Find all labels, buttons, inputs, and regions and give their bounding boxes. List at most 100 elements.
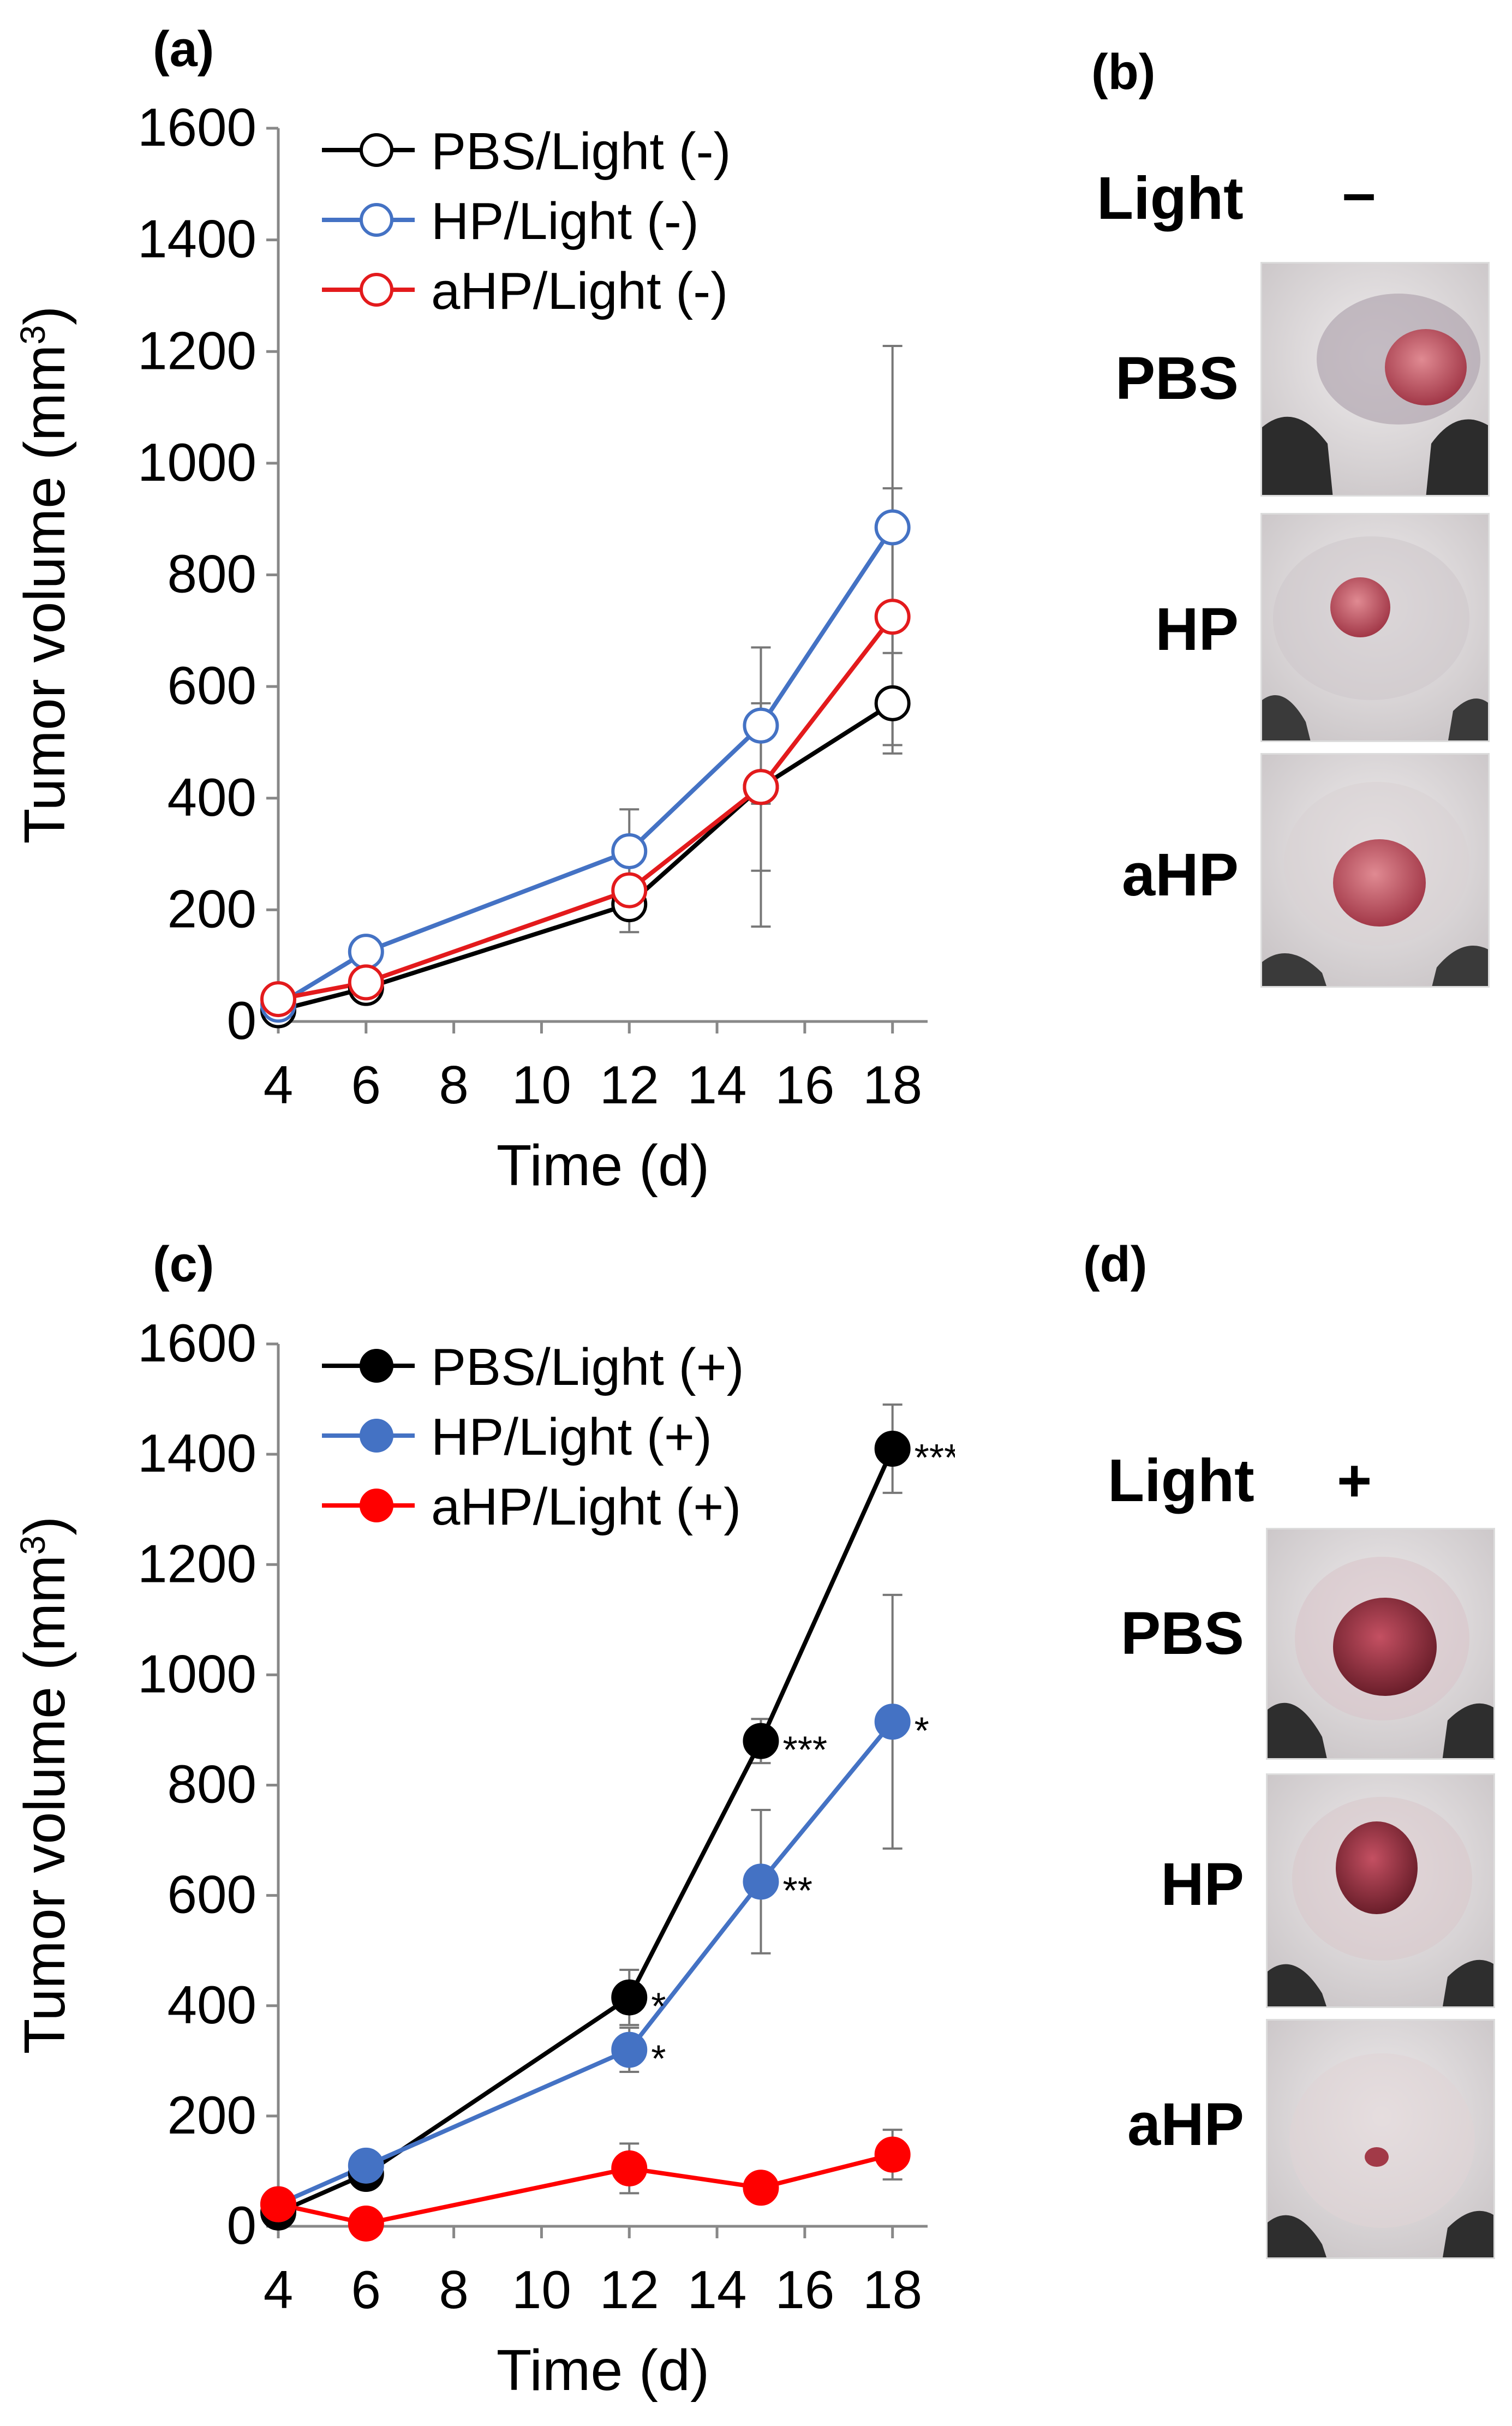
data-point [611, 1979, 648, 2016]
y-tick-label: 1200 [138, 320, 256, 380]
photo-pbs-light-off [1260, 262, 1490, 497]
significance-label: *** [782, 1729, 827, 1771]
x-tick-label: 18 [863, 1055, 922, 1115]
x-tick-label: 14 [688, 1055, 747, 1115]
data-point [348, 2205, 384, 2242]
chart-a: 0 200 400 600 800 1000 1200 1400 1600 4 6 8 10 12 14 16… [13, 97, 928, 1198]
legend-marker [360, 133, 393, 167]
data-point [874, 1431, 911, 1467]
photo-ahp-light-off [1260, 753, 1490, 988]
data-point [874, 1704, 911, 1740]
significance-label: * [651, 1985, 666, 2028]
legend-marker [360, 1489, 393, 1522]
legend-label: HP/Light (+) [431, 1408, 712, 1466]
x-tick-label: 8 [439, 2260, 469, 2320]
light-state: – [1342, 159, 1376, 226]
data-point [743, 769, 779, 805]
data-point [260, 2186, 296, 2222]
legend-marker [360, 203, 393, 237]
y-tick-label: 1600 [138, 1313, 256, 1373]
x-axis-label: Time (d) [497, 2338, 710, 2403]
x-tick-label: 6 [351, 2260, 381, 2320]
x-tick-label: 12 [600, 1055, 659, 1115]
y-tick-label: 200 [167, 2085, 256, 2145]
panel-label-d: (d) [1083, 1236, 1148, 1292]
y-tick-label: 1600 [138, 97, 256, 157]
data-point [743, 1723, 779, 1759]
data-point [348, 2147, 384, 2184]
chart-c: 0 200 400 600 800 1000 1200 1400 1600 4 6 8 10 12 14 16… [13, 1313, 955, 2403]
x-tick-label: 10 [512, 2260, 571, 2320]
y-tick-label: 0 [226, 2195, 256, 2255]
series-line [277, 1720, 894, 2207]
light-label: Light [1108, 1447, 1254, 1514]
legend-label: aHP/Light (+) [431, 1478, 741, 1536]
data-point [743, 707, 779, 744]
panel-label-c: (c) [153, 1236, 214, 1292]
data-point [874, 509, 911, 546]
x-tick-label: 18 [863, 2260, 922, 2320]
y-tick-label: 1000 [138, 432, 256, 492]
x-tick-label: 4 [264, 2260, 294, 2320]
y-tick-label: 1400 [138, 1423, 256, 1483]
y-tick-label: 400 [167, 767, 256, 827]
data-point [611, 2031, 648, 2068]
legend-marker [360, 1349, 393, 1383]
data-point [260, 981, 296, 1018]
legend-label: PBS/Light (+) [431, 1338, 744, 1396]
x-tick-label: 16 [775, 1055, 834, 1115]
row-label-hp: HP [1161, 1851, 1244, 1918]
y-tick-label: 1000 [138, 1644, 256, 1704]
x-tick-label: 4 [264, 1055, 294, 1115]
data-point [611, 833, 648, 869]
legend-marker [360, 1419, 393, 1453]
light-label: Light [1097, 165, 1244, 232]
data-point [348, 934, 384, 970]
data-point [611, 872, 648, 909]
significance-label: * [651, 2037, 666, 2080]
data-point [874, 2136, 911, 2173]
y-axis-label: Tumor volume (mm3) [13, 1516, 77, 2054]
significance-label: ** [782, 1869, 812, 1911]
photo-ahp-light-on [1266, 2019, 1495, 2259]
x-tick-label: 16 [775, 2260, 834, 2320]
photo-hp-light-on [1266, 1773, 1495, 2008]
data-point [611, 2150, 648, 2186]
significance-label: *** [915, 1436, 955, 1479]
x-tick-label: 6 [351, 1055, 381, 1115]
row-label-pbs: PBS [1115, 345, 1239, 412]
y-tick-label: 800 [167, 1754, 256, 1814]
legend-label: aHP/Light (-) [431, 262, 728, 320]
data-point [874, 599, 911, 635]
panel-label-b: (b) [1091, 44, 1156, 100]
series-line [277, 526, 895, 1007]
data-point [743, 2170, 779, 2206]
row-label-hp: HP [1155, 596, 1239, 663]
data-point [743, 1863, 779, 1900]
x-tick-label: 10 [512, 1055, 571, 1115]
row-label-pbs: PBS [1120, 1600, 1244, 1667]
significance-label: * [915, 1709, 929, 1752]
legend-label: HP/Light (-) [431, 192, 699, 250]
y-tick-label: 1400 [138, 209, 256, 269]
y-tick-label: 800 [167, 544, 256, 604]
light-state: + [1337, 1447, 1372, 1514]
row-label-ahp: aHP [1127, 2091, 1244, 2158]
y-tick-label: 600 [167, 1865, 256, 1925]
y-tick-label: 600 [167, 655, 256, 715]
photo-hp-light-off [1260, 513, 1490, 742]
row-label-ahp: aHP [1122, 841, 1239, 909]
panel-label-a: (a) [153, 21, 214, 77]
x-tick-label: 12 [600, 2260, 659, 2320]
legend-marker [360, 273, 393, 307]
legend-label: PBS/Light (-) [431, 122, 731, 181]
y-tick-label: 0 [226, 990, 256, 1050]
photo-pbs-light-on [1266, 1528, 1495, 1760]
x-tick-label: 14 [688, 2260, 747, 2320]
data-point [348, 964, 384, 1001]
y-tick-label: 400 [167, 1975, 256, 2035]
x-axis-label: Time (d) [497, 1133, 710, 1198]
y-tick-label: 200 [167, 879, 256, 939]
y-axis-label: Tumor volume (mm3) [13, 306, 77, 844]
y-tick-label: 1200 [138, 1533, 256, 1593]
